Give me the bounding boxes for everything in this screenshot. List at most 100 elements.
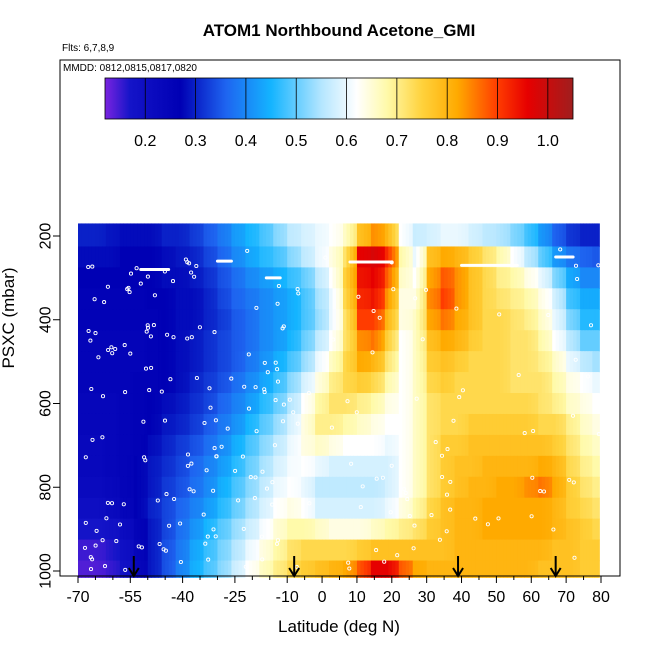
heatmap-cell xyxy=(423,372,428,394)
heatmap-cell xyxy=(496,288,501,310)
heatmap-cell xyxy=(140,539,145,562)
heatmap-cell xyxy=(294,476,299,499)
heatmap-cell xyxy=(545,267,550,289)
heatmap-cell xyxy=(227,351,233,373)
heatmap-cell xyxy=(241,351,246,373)
heatmap-cell xyxy=(301,413,306,436)
heatmap-cell xyxy=(381,267,386,289)
heatmap-cell xyxy=(102,288,107,310)
heatmap-cell xyxy=(297,393,302,415)
x-axis-label: Latitude (deg N) xyxy=(278,617,400,636)
heatmap-cell xyxy=(259,309,264,331)
heatmap-cell xyxy=(238,413,243,436)
heatmap-cell xyxy=(179,434,184,457)
track-dot xyxy=(171,335,176,340)
track-dot xyxy=(270,502,275,507)
heatmap-cell xyxy=(203,518,208,541)
heatmap-cell xyxy=(419,560,424,578)
track-dot xyxy=(168,377,173,382)
heatmap-cell xyxy=(398,455,403,478)
heatmap-cell xyxy=(123,539,128,562)
heatmap-cell xyxy=(308,267,313,289)
colorbar-tick-label: 0.6 xyxy=(335,133,357,150)
heatmap-cell xyxy=(342,267,348,289)
heatmap-cell xyxy=(562,351,567,373)
heatmap-cell xyxy=(78,393,83,415)
track-dot xyxy=(246,406,252,411)
heatmap-cell xyxy=(336,455,341,478)
heatmap-cell xyxy=(552,413,557,436)
heatmap-cell xyxy=(210,393,215,415)
heatmap-cell xyxy=(353,330,358,352)
track-dot xyxy=(117,522,123,527)
heatmap-cell xyxy=(402,518,407,541)
heatmap-cell xyxy=(189,309,194,331)
heatmap-cell xyxy=(559,351,564,373)
heatmap-cell xyxy=(140,393,145,415)
heatmap-cell xyxy=(158,455,163,478)
y-tick-label: 600 xyxy=(38,390,55,417)
heatmap-cell xyxy=(137,223,142,248)
track-dot xyxy=(253,475,258,480)
heatmap-cell xyxy=(252,539,257,562)
heatmap-cell xyxy=(88,393,93,415)
heatmap-cell xyxy=(461,288,466,310)
heatmap-cell xyxy=(182,309,187,331)
heatmap-cell xyxy=(172,539,177,562)
heatmap-cell xyxy=(196,223,201,248)
heatmap-cell xyxy=(252,560,257,578)
heatmap-cell xyxy=(91,246,97,269)
heatmap-cell xyxy=(245,518,250,541)
heatmap-cell xyxy=(370,518,375,541)
heatmap-cell xyxy=(356,246,362,269)
heatmap-cell xyxy=(534,455,539,478)
track-dot xyxy=(264,486,270,491)
heatmap-cell xyxy=(524,393,529,415)
heatmap-cell xyxy=(105,455,110,478)
heatmap-cell xyxy=(137,267,142,289)
track-dot xyxy=(573,357,578,362)
heatmap-cell xyxy=(193,434,198,457)
heatmap-cell xyxy=(248,288,253,310)
heatmap-cell xyxy=(318,413,323,436)
heatmap-cell xyxy=(336,560,341,578)
heatmap-cell xyxy=(91,393,97,415)
heatmap-cell xyxy=(517,413,522,436)
heatmap-cell xyxy=(245,393,250,415)
heatmap-cell xyxy=(465,267,470,289)
heatmap-cell xyxy=(322,288,327,310)
heatmap-cell xyxy=(165,497,170,520)
heatmap-cell xyxy=(283,223,288,248)
heatmap-cell xyxy=(398,413,403,436)
heatmap-cell xyxy=(506,393,511,415)
heatmap-cell xyxy=(308,518,313,541)
heatmap-cell xyxy=(144,351,149,373)
heatmap-cell xyxy=(84,434,90,457)
heatmap-cell xyxy=(440,372,445,394)
heatmap-cell xyxy=(367,372,372,394)
heatmap-cell xyxy=(227,267,233,289)
heatmap-cell xyxy=(524,539,529,562)
heatmap-cell xyxy=(283,267,288,289)
heatmap-cell xyxy=(119,267,124,289)
heatmap-cell xyxy=(461,223,466,248)
heatmap-cell xyxy=(294,560,299,578)
heatmap-cell xyxy=(318,476,323,499)
heatmap-cell xyxy=(98,476,104,499)
heatmap-cell xyxy=(133,455,138,478)
heatmap-cell xyxy=(84,413,90,436)
heatmap-cell xyxy=(133,413,138,436)
track-dot xyxy=(240,454,245,459)
heatmap-cell xyxy=(339,518,344,541)
heatmap-cell xyxy=(524,560,529,578)
x-axis: -70 -55 -40 -25 -10 0 10 20 30 40 50 60 70 80 xyxy=(66,576,610,606)
heatmap-cell xyxy=(217,413,222,436)
heatmap-cell xyxy=(548,393,553,415)
x-tick-label: 20 xyxy=(383,589,401,606)
heatmap-cell xyxy=(297,518,302,541)
heatmap-cell xyxy=(440,267,445,289)
heatmap-cell xyxy=(217,434,222,457)
heatmap-cell xyxy=(538,539,543,562)
heatmap-cell xyxy=(175,539,180,562)
heatmap-cell xyxy=(301,560,306,578)
